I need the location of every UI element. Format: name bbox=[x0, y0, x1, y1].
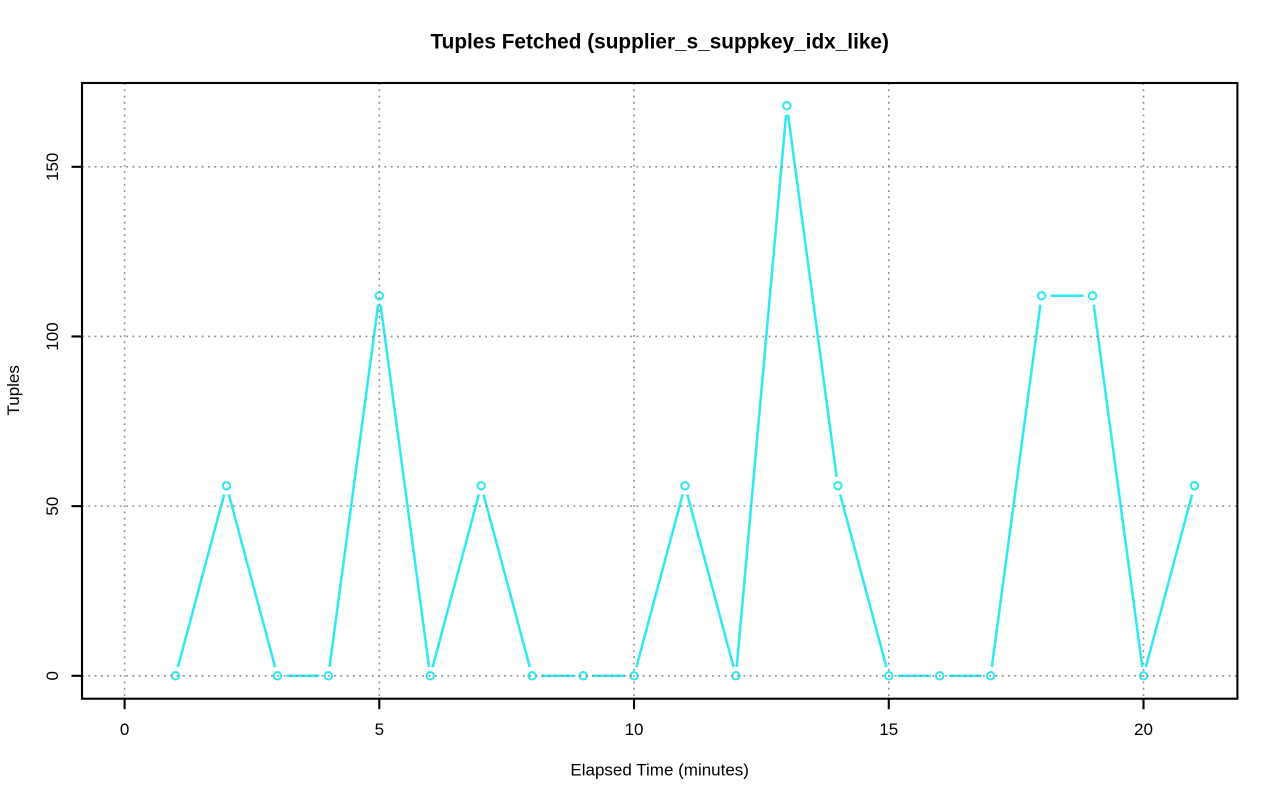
svg-text:150: 150 bbox=[43, 153, 62, 181]
svg-text:0: 0 bbox=[43, 671, 62, 680]
svg-text:50: 50 bbox=[43, 497, 62, 516]
svg-text:Tuples Fetched (supplier_s_sup: Tuples Fetched (supplier_s_suppkey_idx_l… bbox=[430, 31, 888, 54]
svg-text:15: 15 bbox=[879, 720, 898, 739]
svg-text:100: 100 bbox=[43, 322, 62, 350]
svg-text:Elapsed Time (minutes): Elapsed Time (minutes) bbox=[570, 760, 749, 779]
svg-text:0: 0 bbox=[120, 720, 129, 739]
svg-text:10: 10 bbox=[625, 720, 644, 739]
svg-text:Tuples: Tuples bbox=[4, 365, 23, 415]
svg-text:5: 5 bbox=[375, 720, 384, 739]
svg-text:20: 20 bbox=[1134, 720, 1153, 739]
